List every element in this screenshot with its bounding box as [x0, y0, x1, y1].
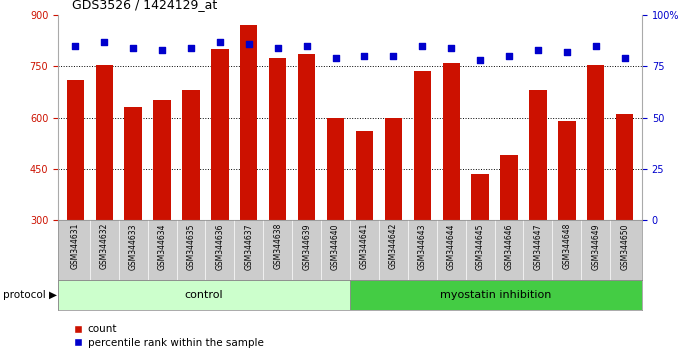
Point	[562, 49, 573, 55]
Bar	[182, 90, 200, 220]
Point	[214, 39, 225, 45]
Bar	[240, 25, 258, 220]
Text: GSM344645: GSM344645	[475, 223, 485, 269]
Point	[619, 55, 630, 61]
Point	[186, 45, 197, 51]
Point	[156, 47, 167, 53]
Bar	[385, 118, 402, 220]
Text: myostatin inhibition: myostatin inhibition	[441, 290, 551, 300]
Text: GSM344635: GSM344635	[186, 223, 195, 269]
Legend: count, percentile rank within the sample: count, percentile rank within the sample	[70, 320, 268, 352]
Point	[359, 53, 370, 59]
Point	[301, 43, 312, 48]
Text: GSM344640: GSM344640	[331, 223, 340, 269]
Text: GSM344643: GSM344643	[418, 223, 427, 269]
Point	[243, 41, 254, 46]
Text: control: control	[185, 290, 223, 300]
Text: GSM344647: GSM344647	[533, 223, 543, 269]
Bar	[558, 121, 575, 220]
Bar	[587, 64, 605, 220]
Text: GSM344641: GSM344641	[360, 223, 369, 269]
Point	[532, 47, 543, 53]
Point	[388, 53, 398, 59]
Bar	[58, 280, 350, 310]
Text: GSM344642: GSM344642	[389, 223, 398, 269]
Text: GSM344633: GSM344633	[129, 223, 137, 269]
Point	[70, 43, 81, 48]
Bar	[96, 64, 113, 220]
Point	[446, 45, 457, 51]
Bar	[356, 131, 373, 220]
Point	[504, 53, 515, 59]
Text: GDS3526 / 1424129_at: GDS3526 / 1424129_at	[71, 0, 217, 11]
Bar	[443, 63, 460, 220]
Bar	[529, 90, 547, 220]
Text: GSM344639: GSM344639	[302, 223, 311, 269]
Bar	[616, 114, 633, 220]
Point	[417, 43, 428, 48]
Bar	[471, 174, 489, 220]
Point	[590, 43, 601, 48]
Bar	[327, 118, 344, 220]
Text: GSM344649: GSM344649	[591, 223, 600, 269]
Text: GSM344648: GSM344648	[562, 223, 571, 269]
Point	[99, 39, 109, 45]
Point	[330, 55, 341, 61]
Bar	[298, 54, 316, 220]
Point	[272, 45, 283, 51]
Text: GSM344637: GSM344637	[244, 223, 254, 269]
Text: GSM344631: GSM344631	[71, 223, 80, 269]
Text: GSM344644: GSM344644	[447, 223, 456, 269]
Bar	[350, 280, 642, 310]
Text: protocol ▶: protocol ▶	[3, 290, 57, 300]
Bar	[413, 72, 431, 220]
Point	[475, 57, 486, 63]
Text: GSM344638: GSM344638	[273, 223, 282, 269]
Text: GSM344634: GSM344634	[158, 223, 167, 269]
Text: GSM344650: GSM344650	[620, 223, 629, 269]
Bar	[211, 49, 228, 220]
Point	[128, 45, 139, 51]
Text: GSM344636: GSM344636	[216, 223, 224, 269]
Text: GSM344632: GSM344632	[100, 223, 109, 269]
Bar	[500, 155, 517, 220]
Bar	[154, 101, 171, 220]
Text: GSM344646: GSM344646	[505, 223, 513, 269]
Bar	[124, 107, 142, 220]
Bar	[67, 80, 84, 220]
Bar	[269, 58, 286, 220]
